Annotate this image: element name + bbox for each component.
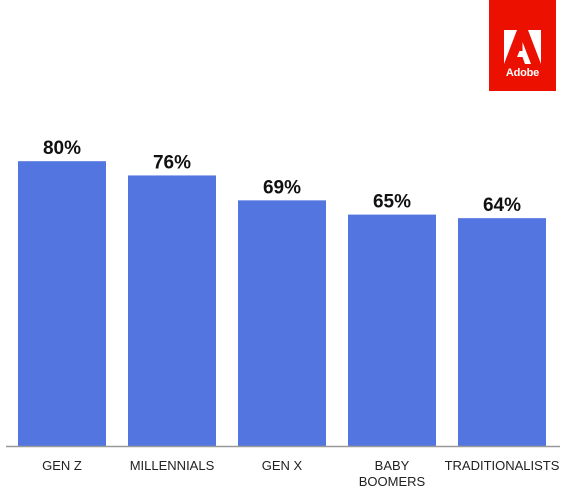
adobe-logo-icon: [504, 30, 541, 64]
adobe-logo: Adobe: [489, 0, 556, 91]
value-label-3: 65%: [373, 192, 411, 213]
category-label-4: TRADITIONALISTS: [445, 458, 560, 473]
bar-2: [238, 200, 326, 446]
bars-layer: [18, 161, 546, 446]
adobe-logo-wordmark: Adobe: [505, 67, 540, 79]
value-label-1: 76%: [153, 152, 191, 173]
category-label-2: GEN X: [262, 458, 303, 473]
category-label-1: MILLENNIALS: [130, 458, 215, 473]
bar-4: [458, 218, 546, 446]
bar-1: [128, 175, 216, 446]
value-label-0: 80%: [43, 138, 81, 159]
category-label-3-line-0: BABY: [375, 458, 410, 473]
value-labels-layer: 80% 76% 69% 65% 64%: [43, 138, 521, 216]
value-label-4: 64%: [483, 195, 521, 216]
bar-3: [348, 214, 436, 446]
bar-0: [18, 161, 106, 446]
category-label-3-line-1: BOOMERS: [359, 474, 426, 489]
category-label-0: GEN Z: [42, 458, 82, 473]
value-label-2: 69%: [263, 177, 301, 198]
